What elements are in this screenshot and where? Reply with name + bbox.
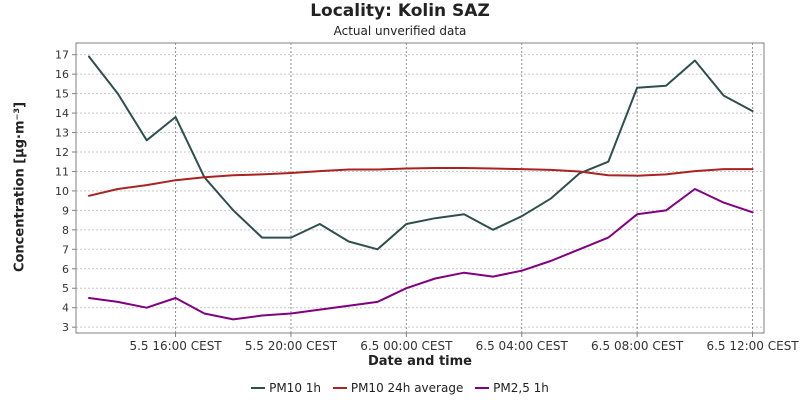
y-tick-label: 10 bbox=[55, 185, 69, 198]
y-tick-label: 7 bbox=[62, 243, 69, 256]
legend-label-pm10-1h: PM10 1h bbox=[269, 381, 322, 395]
y-axis-label: Concentration [µg·m⁻³] bbox=[12, 101, 28, 273]
legend-swatch-pm10-24h bbox=[332, 386, 347, 389]
y-tick-label: 8 bbox=[62, 224, 69, 237]
legend: PM10 1h PM10 24h average PM2,5 1h bbox=[0, 381, 800, 395]
legend-swatch-pm10-1h bbox=[251, 386, 266, 389]
legend-label-pm10-24h: PM10 24h average bbox=[350, 381, 464, 395]
y-tick-label: 14 bbox=[55, 107, 69, 120]
y-tick-label: 3 bbox=[62, 321, 69, 334]
y-tick-label: 15 bbox=[55, 88, 69, 101]
y-tick-label: 13 bbox=[55, 127, 69, 140]
y-tick-label: 12 bbox=[55, 146, 69, 159]
series-line-1 bbox=[88, 167, 754, 197]
plot-frame bbox=[75, 42, 765, 334]
x-tick-label: 5.5 16:00 CEST bbox=[129, 339, 222, 353]
x-tick-label: 6.5 04:00 CEST bbox=[476, 339, 569, 353]
y-tick-label: 9 bbox=[62, 204, 69, 217]
y-tick-label: 17 bbox=[55, 49, 69, 62]
series-line-2 bbox=[88, 188, 754, 321]
legend-label-pm25-1h: PM2,5 1h bbox=[493, 381, 549, 395]
chart-subtitle: Actual unverified data bbox=[333, 24, 467, 38]
x-tick-label: 6.5 00:00 CEST bbox=[360, 339, 453, 353]
x-tick-label: 5.5 20:00 CEST bbox=[245, 339, 338, 353]
x-tick-label: 6.5 12:00 CEST bbox=[706, 339, 799, 353]
x-tick-label: 6.5 08:00 CEST bbox=[591, 339, 684, 353]
legend-item-pm10-1h: PM10 1h bbox=[251, 381, 321, 395]
y-tick-label: 11 bbox=[55, 165, 69, 178]
series-line-0 bbox=[88, 55, 754, 251]
y-tick-label: 16 bbox=[55, 68, 69, 81]
legend-item-pm10-24h: PM10 24h average bbox=[332, 381, 464, 395]
chart-title: Locality: Kolin SAZ bbox=[310, 1, 490, 21]
legend-item-pm25-1h: PM2,5 1h bbox=[475, 381, 549, 395]
y-tick-label: 6 bbox=[62, 263, 69, 276]
y-tick-label: 5 bbox=[62, 282, 69, 295]
legend-swatch-pm25-1h bbox=[475, 386, 490, 389]
y-tick-label: 4 bbox=[62, 302, 69, 315]
x-axis-label: Date and time bbox=[367, 354, 472, 369]
